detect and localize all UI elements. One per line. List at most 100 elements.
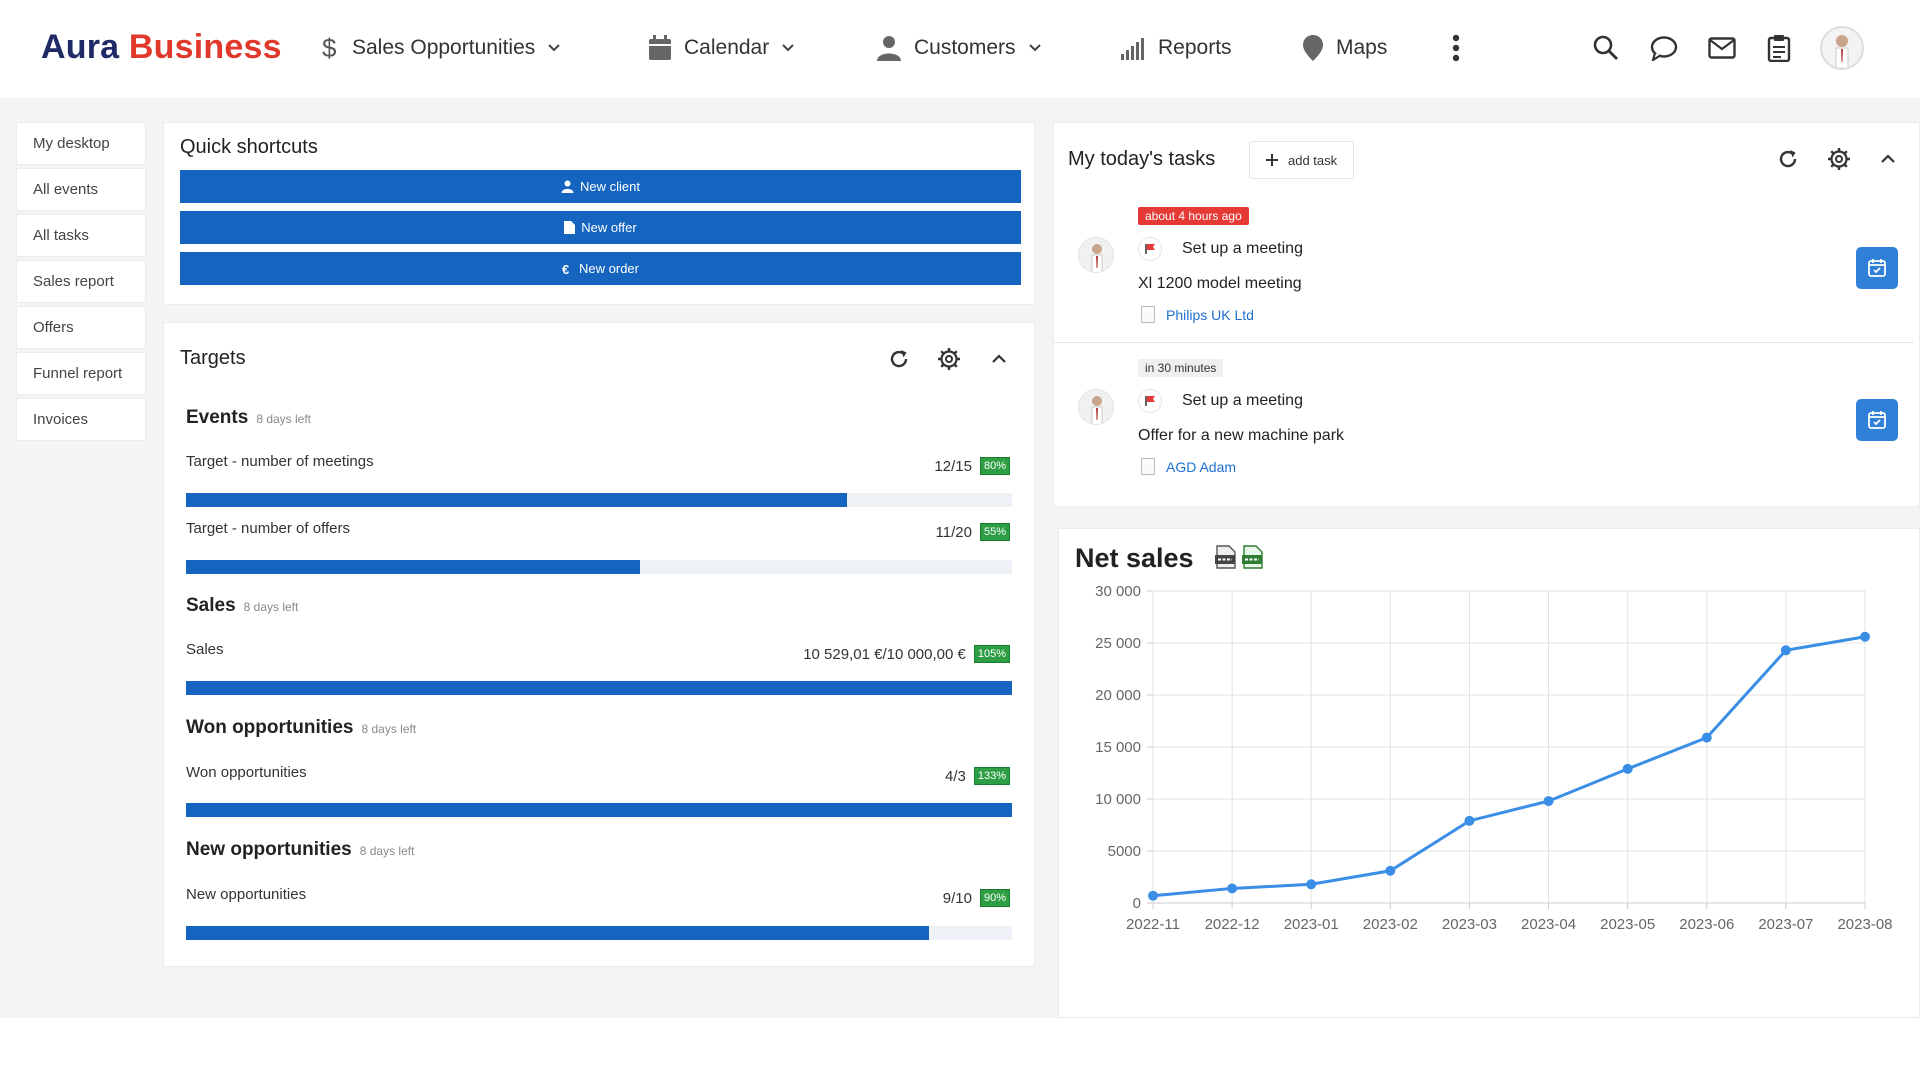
sidebar-item-funnel-report[interactable]: Funnel report [16,352,146,395]
net-sales-card: Net sales 0 5000 10 000 15 000 20 000 25 000 3… [1058,528,1920,1018]
task-title: Set up a meeting [1182,392,1303,409]
dollar-icon: $ [322,34,337,62]
chart-title: Net sales [1075,543,1194,573]
days-left: 8 days left [359,844,415,858]
task-avatar [1078,237,1114,273]
clipboard-icon[interactable] [1761,30,1797,66]
nav-label: Reports [1158,36,1232,59]
chat-icon[interactable] [1646,30,1682,66]
add-task-button[interactable]: add task [1249,141,1355,179]
tasks-card: My today's tasks add task about 4 hours … [1053,122,1920,507]
search-icon[interactable] [1588,30,1624,66]
collapse-icon[interactable] [985,345,1013,373]
data-point [1543,796,1554,807]
data-point [1148,890,1158,901]
gear-icon[interactable] [935,345,963,373]
x-tick-label: 2023-08 [1837,916,1892,933]
sidebar-item-all-tasks[interactable]: All tasks [16,214,146,257]
nav-maps[interactable]: Maps [1302,30,1387,66]
sidebar-item-all-events[interactable]: All events [16,168,146,211]
top-bar: Aura Business $ Sales Opportunities Cale… [0,0,1920,98]
gear-icon[interactable] [1825,145,1853,173]
flag-icon [1138,389,1162,413]
collapse-icon[interactable] [1874,145,1902,173]
target-value-group: 12/15 80% [934,457,1010,475]
nav-label: Customers [914,36,1016,59]
logo-part-1: Aura [41,28,120,66]
new-offer-button[interactable]: New offer [180,211,1021,244]
series-line [1152,635,1866,898]
progress-fill [186,803,1012,817]
x-tick-label: 2023-07 [1758,916,1813,933]
days-left: 8 days left [243,600,299,614]
sidebar-item-my-desktop[interactable]: My desktop [16,122,146,165]
percent-badge: 133% [973,767,1010,785]
target-value-group: 11/20 55% [936,523,1010,541]
mail-icon[interactable] [1704,30,1740,66]
user-avatar[interactable] [1820,26,1864,70]
sidebar-item-invoices[interactable]: Invoices [16,398,146,441]
task-time-badge: in 30 minutes [1138,359,1224,377]
percent-badge: 80% [979,457,1010,475]
nav-label: Calendar [684,36,770,59]
sidebar-item-offers[interactable]: Offers [16,306,146,349]
task-customer-link[interactable]: AGD Adam [1166,459,1237,475]
progress-bar [186,926,1012,940]
chevron-down-icon [1028,44,1041,52]
days-left: 8 days left [256,412,312,426]
section-sales: Sales 8 days left [186,595,298,617]
logo-part-2: Business [128,28,282,66]
calendar-check-icon [1868,259,1886,277]
sidebar-item-sales-report[interactable]: Sales report [16,260,146,303]
add-task-label: add task [1288,152,1338,168]
schedule-button[interactable] [1856,399,1898,441]
sidebar-item-label: All events [33,181,99,198]
progress-bar [186,560,1012,574]
button-label: New client [580,179,640,194]
target-value: 10 529,01 €/10 000,00 € [803,645,966,663]
refresh-icon[interactable] [885,345,913,373]
more-menu-icon[interactable] [1438,30,1474,66]
target-value: 12/15 [934,457,972,475]
task-customer-link[interactable]: Philips UK Ltd [1166,307,1254,323]
nav-customers[interactable]: Customers [876,30,1042,66]
task-item[interactable]: about 4 hours ago Set up a meeting Xl 12… [1054,207,1914,343]
nav-calendar[interactable]: Calendar [648,30,795,66]
section-heading: Events [186,407,249,428]
progress-fill [186,681,1012,695]
button-label: New order [579,261,639,276]
section-heading: Won opportunities [186,717,354,738]
chevron-down-icon [782,44,794,52]
app-logo[interactable]: Aura Business [41,28,282,67]
data-point [1780,645,1791,656]
y-tick-label: 25 000 [1095,635,1141,652]
sidebar: My desktop All events All tasks Sales re… [16,122,146,444]
target-value-group: 9/10 90% [943,889,1010,907]
schedule-button[interactable] [1856,247,1898,289]
chevron-down-icon [548,44,560,52]
y-tick-label: 5000 [1108,843,1141,860]
refresh-icon[interactable] [1774,145,1802,173]
export-excel-icon[interactable] [1241,545,1265,569]
sidebar-item-label: All tasks [33,227,89,244]
export-csv-icon[interactable] [1214,545,1238,569]
task-item[interactable]: in 30 minutes Set up a meeting Offer for… [1054,359,1914,489]
x-tick-label: 2023-06 [1679,916,1734,933]
section-new-opportunities: New opportunities 8 days left [186,839,414,861]
y-tick-label: 10 000 [1095,791,1141,808]
svg-text:$: $ [322,34,337,62]
target-label: Target - number of meetings [186,453,374,470]
data-point [1860,631,1870,642]
user-icon [561,180,574,193]
new-order-button[interactable]: € New order [180,252,1021,285]
nav-reports[interactable]: Reports [1120,30,1232,66]
sidebar-item-label: Offers [33,319,74,336]
new-client-button[interactable]: New client [180,170,1021,203]
nav-sales-opportunities[interactable]: $ Sales Opportunities [320,30,561,66]
card-title: My today's tasks [1068,148,1216,170]
x-tick-label: 2023-01 [1284,916,1339,933]
y-tick-label: 15 000 [1095,739,1141,756]
document-icon [1141,458,1155,475]
card-title: Quick shortcuts [180,136,318,158]
map-pin-icon [1303,35,1323,61]
